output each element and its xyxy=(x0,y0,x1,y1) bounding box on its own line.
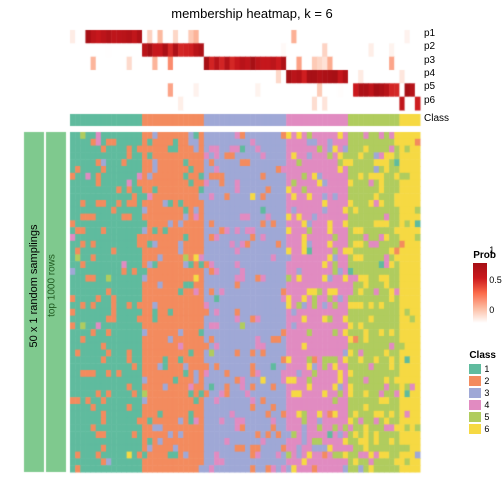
left-annot-label: 50 x 1 random samplings xyxy=(28,196,40,376)
class-swatch xyxy=(469,400,481,410)
class-legend-item: 2 xyxy=(469,375,496,387)
class-legend-item: 1 xyxy=(469,363,496,375)
chart-title: membership heatmap, k = 6 xyxy=(0,6,504,21)
class-legend-item: 5 xyxy=(469,411,496,423)
prob-gradient-bar xyxy=(473,263,487,323)
class-swatch xyxy=(469,412,481,422)
prob-tick: 0 xyxy=(489,305,494,315)
p-row-label: p2 xyxy=(424,41,435,52)
class-swatch xyxy=(469,388,481,398)
prob-legend: Prob 10.50 xyxy=(473,250,496,323)
class-swatch xyxy=(469,424,481,434)
class-legend: Class 1 2 3 4 5 6 xyxy=(469,350,496,435)
class-swatch xyxy=(469,376,481,386)
prob-tick: 0.5 xyxy=(489,275,502,285)
class-swatch xyxy=(469,364,481,374)
p-row-label: p3 xyxy=(424,55,435,66)
class-row-label: Class xyxy=(424,113,449,124)
class-legend-label: 5 xyxy=(484,412,489,422)
right-annot-label: top 1000 rows xyxy=(47,216,58,356)
p-row-label: p6 xyxy=(424,95,435,106)
class-legend-label: 2 xyxy=(484,376,489,386)
class-legend-label: 1 xyxy=(484,364,489,374)
p-row-label: p5 xyxy=(424,81,435,92)
prob-tick: 1 xyxy=(489,245,494,255)
p-row-label: p1 xyxy=(424,28,435,39)
class-legend-item: 4 xyxy=(469,399,496,411)
class-legend-label: 6 xyxy=(484,424,489,434)
class-legend-item: 3 xyxy=(469,387,496,399)
p-row-label: p4 xyxy=(424,68,435,79)
class-legend-label: 3 xyxy=(484,388,489,398)
class-legend-title: Class xyxy=(469,350,496,361)
class-legend-label: 4 xyxy=(484,400,489,410)
class-legend-item: 6 xyxy=(469,423,496,435)
